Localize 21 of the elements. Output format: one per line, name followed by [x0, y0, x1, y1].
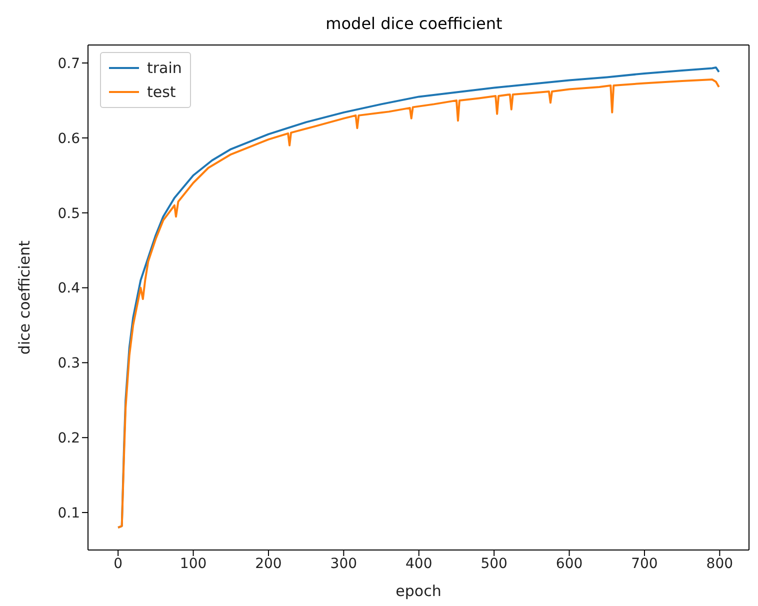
y-tick-label: 0.2 — [58, 430, 80, 447]
x-tick-label: 800 — [706, 556, 734, 572]
y-tick-label: 0.3 — [58, 356, 80, 372]
x-tick-label: 700 — [631, 556, 658, 572]
y-axis-title: dice coefficient — [15, 240, 34, 355]
y-tick-label: 0.1 — [58, 506, 80, 522]
legend-label: test — [147, 82, 176, 103]
y-tick-label: 0.5 — [58, 206, 80, 222]
x-tick-label: 400 — [406, 556, 432, 572]
chart-title: model dice coefficient — [324, 13, 504, 35]
y-tick-label: 0.7 — [58, 56, 80, 72]
x-axis-title: epoch — [396, 582, 442, 600]
x-tick-label: 0 — [114, 556, 123, 572]
legend-label: train — [147, 58, 182, 79]
x-tick-label: 100 — [180, 556, 207, 572]
x-tick-label: 200 — [255, 556, 282, 572]
y-tick-label: 0.6 — [58, 130, 80, 147]
y-tick-label: 0.4 — [58, 280, 80, 297]
x-tick-label: 500 — [480, 556, 508, 572]
x-tick-label: 300 — [330, 556, 358, 572]
x-tick-label: 600 — [556, 556, 583, 572]
